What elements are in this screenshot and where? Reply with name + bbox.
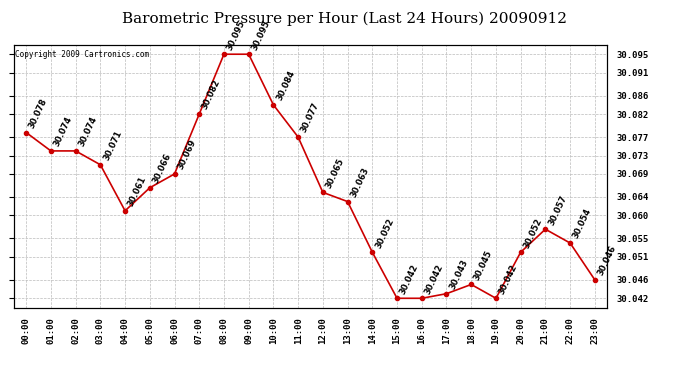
Text: 30.042: 30.042 [423,262,445,296]
Text: 30.066: 30.066 [151,152,173,185]
Text: 30.065: 30.065 [324,156,346,190]
Text: 30.057: 30.057 [546,194,569,226]
Text: 30.054: 30.054 [571,207,593,240]
Text: 30.074: 30.074 [52,115,74,148]
Text: 30.061: 30.061 [126,175,148,208]
Text: 30.043: 30.043 [448,258,470,291]
Text: 30.078: 30.078 [28,97,49,130]
Text: 30.084: 30.084 [275,69,297,102]
Text: 30.042: 30.042 [398,262,420,296]
Text: 30.045: 30.045 [473,249,495,282]
Text: 30.069: 30.069 [176,138,197,171]
Text: Barometric Pressure per Hour (Last 24 Hours) 20090912: Barometric Pressure per Hour (Last 24 Ho… [123,11,567,26]
Text: Copyright 2009 Cartronics.com: Copyright 2009 Cartronics.com [15,50,149,59]
Text: 30.063: 30.063 [349,166,371,199]
Text: 30.052: 30.052 [374,216,395,249]
Text: 30.095: 30.095 [250,18,272,51]
Text: 30.042: 30.042 [497,262,519,296]
Text: 30.074: 30.074 [77,115,99,148]
Text: 30.046: 30.046 [596,244,618,277]
Text: 30.077: 30.077 [299,102,322,134]
Text: 30.082: 30.082 [201,78,222,111]
Text: 30.052: 30.052 [522,216,544,249]
Text: 30.095: 30.095 [226,18,247,51]
Text: 30.071: 30.071 [101,129,124,162]
